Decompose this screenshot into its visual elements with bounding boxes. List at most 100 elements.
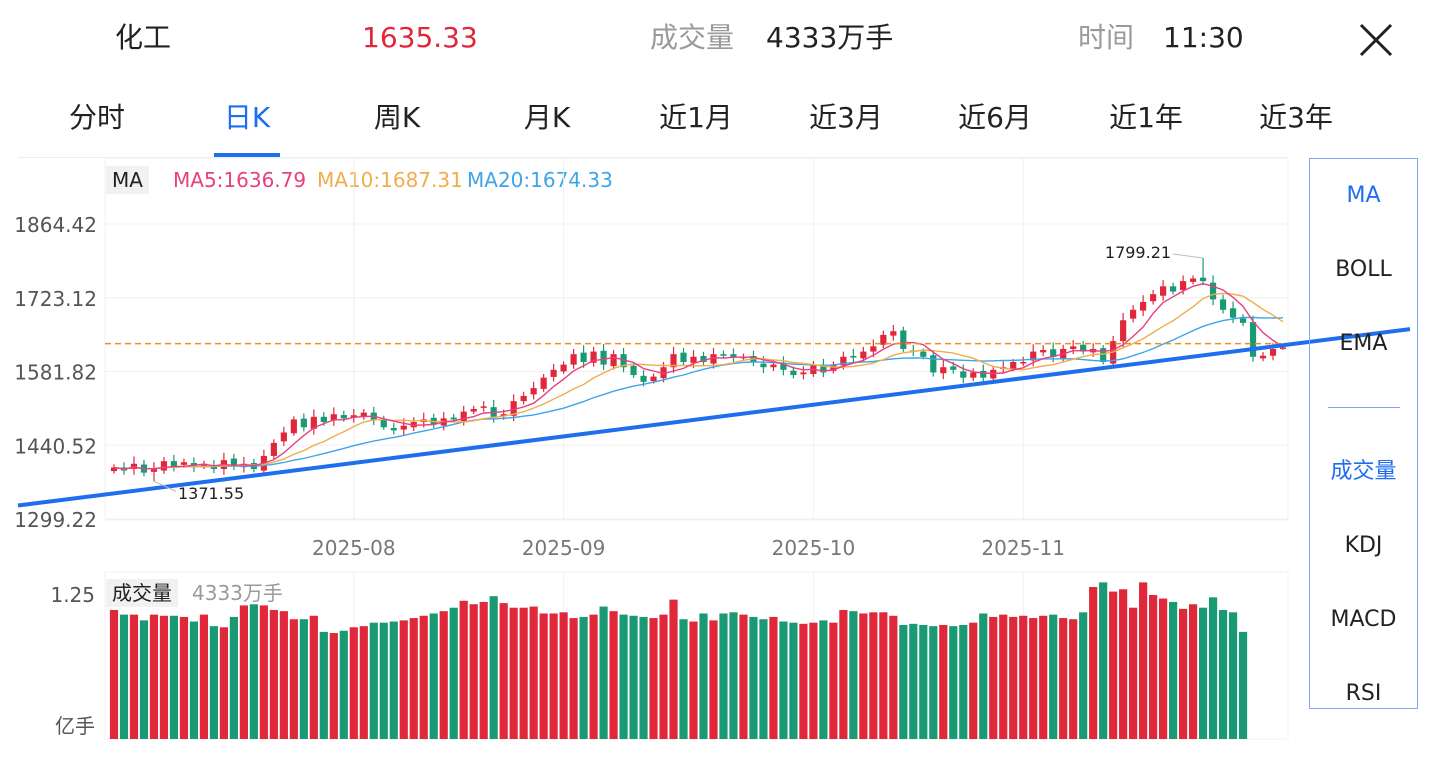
volume-unit-label: 亿手 — [55, 714, 95, 738]
tab-weekly-k[interactable]: 周K — [373, 101, 421, 134]
volume-bar — [539, 613, 548, 739]
volume-bar — [1009, 616, 1018, 739]
candle-body — [940, 367, 947, 374]
x-tick-label: 2025-08 — [312, 536, 396, 560]
price-y-tick-label: 1581.82 — [14, 361, 97, 385]
volume-bar — [589, 614, 598, 739]
ma-legend-badge: MA — [106, 166, 149, 194]
volume-bar — [779, 621, 788, 739]
indicator-rsi[interactable]: RSI — [1345, 681, 1382, 706]
volume-bar — [949, 626, 958, 739]
volume-bar — [149, 614, 159, 739]
candle-body — [680, 352, 687, 363]
volume-bar — [249, 604, 258, 739]
candle-body — [1120, 320, 1127, 342]
indicator-kdj[interactable]: KDJ — [1344, 533, 1383, 558]
candle-body — [1050, 349, 1057, 357]
candle-body — [700, 356, 707, 363]
volume-bar — [609, 611, 618, 739]
candle-body — [1020, 362, 1027, 364]
candle-body — [1269, 348, 1277, 356]
volume-bar — [739, 614, 748, 739]
tab-3-years[interactable]: 近3年 — [1259, 101, 1333, 134]
candle-body — [1239, 318, 1247, 323]
candle-body — [1209, 282, 1217, 300]
candle-body — [1130, 309, 1137, 319]
volume-bar — [489, 596, 498, 739]
tab-6-months[interactable]: 近6月 — [958, 101, 1032, 134]
volume-bar — [569, 618, 578, 739]
volume-bar — [1129, 607, 1138, 739]
tab-monthly-k[interactable]: 月K — [523, 101, 571, 134]
period-tabs: 分时 日K 周K 月K 近1月 近3月 近6月 近1年 近3年 — [0, 92, 1430, 158]
indicator-boll[interactable]: BOLL — [1335, 257, 1392, 282]
volume-bar — [909, 623, 918, 739]
panel-divider — [1328, 407, 1400, 408]
candle-body — [1160, 286, 1167, 296]
candle-body — [150, 469, 158, 472]
volume-bar — [389, 621, 398, 739]
trendline — [17, 327, 1411, 508]
volume-bar — [1208, 597, 1218, 739]
volume-bar — [159, 615, 169, 739]
volume-bar — [899, 624, 908, 739]
candle-body — [570, 354, 577, 365]
candle-body — [640, 375, 647, 382]
volume-bar — [1198, 607, 1208, 739]
volume-bar — [929, 626, 938, 739]
candle-body — [1100, 348, 1107, 363]
tab-3-months[interactable]: 近3月 — [809, 101, 883, 134]
volume-bar — [959, 624, 968, 739]
volume-bar — [189, 621, 199, 739]
volume-bar — [749, 616, 758, 739]
tab-daily-k[interactable]: 日K — [223, 101, 271, 134]
volume-bar — [769, 616, 778, 739]
price-y-tick-label: 1299.22 — [14, 508, 97, 532]
candle-body — [230, 458, 237, 467]
indicator-ema[interactable]: EMA — [1339, 331, 1388, 356]
volume-bar — [1139, 582, 1148, 739]
candle-body — [1040, 350, 1047, 353]
volume-bar — [209, 626, 219, 739]
candle-body — [460, 411, 467, 421]
volume-bar — [599, 606, 608, 739]
close-icon[interactable] — [1356, 20, 1396, 60]
candle-body — [160, 461, 168, 471]
candle-body — [480, 406, 487, 408]
volume-bar — [919, 624, 928, 739]
volume-bar — [369, 622, 378, 739]
x-tick-label: 2025-10 — [772, 536, 856, 560]
candle-body — [780, 363, 787, 370]
candle-body — [1010, 362, 1017, 369]
candle-body — [320, 416, 327, 423]
candle-body — [300, 418, 307, 428]
volume-bar — [219, 627, 228, 739]
candle-body — [1170, 286, 1177, 292]
candle-body — [500, 414, 507, 417]
tab-intraday[interactable]: 分时 — [68, 101, 125, 134]
candle-body — [820, 364, 827, 373]
volume-bar — [629, 615, 638, 739]
tab-1-year[interactable]: 近1年 — [1109, 101, 1183, 134]
volume-bar — [989, 616, 998, 739]
volume-bar — [349, 627, 358, 739]
indicator-volume[interactable]: 成交量 — [1330, 459, 1397, 484]
quote-header: 化工 1635.33 成交量 4333万手 时间 11:30 — [0, 0, 1430, 78]
indicator-ma[interactable]: MA — [1346, 183, 1381, 208]
volume-bar — [659, 614, 668, 739]
candle-body — [380, 418, 387, 428]
indicator-macd[interactable]: MACD — [1330, 607, 1397, 632]
volume-bar — [1029, 618, 1038, 739]
candle-body — [900, 330, 907, 349]
candle-body — [870, 346, 877, 352]
candle-body — [1229, 308, 1237, 318]
candle-body — [580, 352, 587, 363]
volume-bar — [719, 613, 728, 739]
candle-body — [790, 370, 797, 376]
tab-1-month[interactable]: 近1月 — [659, 101, 733, 134]
volume-value: 4333万手 — [766, 21, 894, 54]
volume-bar — [1059, 618, 1068, 739]
candle-body — [590, 351, 597, 363]
volume-bar — [499, 603, 508, 739]
